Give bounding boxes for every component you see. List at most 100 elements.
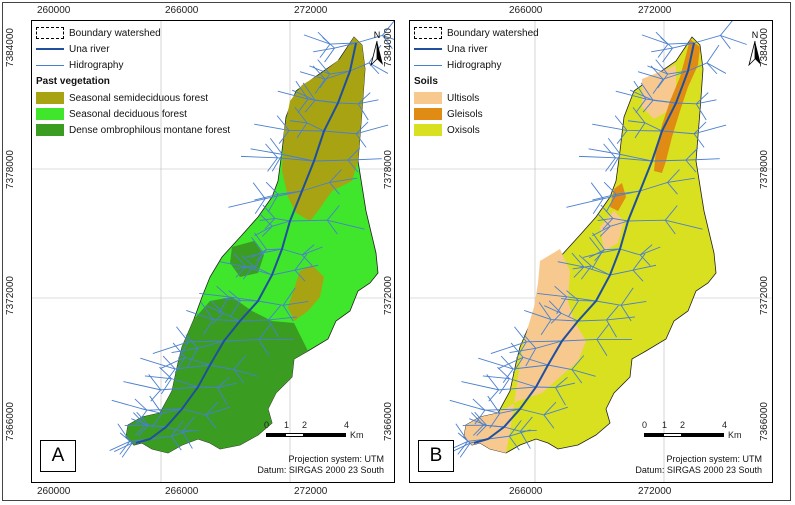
ultisols-zone (600, 211, 624, 251)
tributary-stream (159, 366, 172, 379)
legend-label: Gleisols (447, 108, 483, 120)
class-swatch (414, 124, 442, 136)
x-tick-top: 260000 (37, 5, 71, 16)
tributary-stream (592, 123, 663, 132)
tributary-stream (170, 420, 184, 437)
datum-text: Datum: SIRGAS 2000 23 South (257, 465, 384, 475)
tributary-stream (301, 244, 315, 256)
tributary-stream (254, 198, 266, 215)
tributary-stream (187, 348, 199, 367)
legend-row: Dense ombrophilous montane forest (36, 122, 230, 138)
tributary-stream (657, 43, 669, 58)
tributary-stream (347, 147, 361, 161)
projection-text: Projection system: UTM (288, 454, 384, 464)
legend-row: Boundary watershed (36, 25, 230, 41)
tributary-stream (590, 182, 604, 199)
tributary-stream (508, 420, 522, 437)
tributary-stream (217, 376, 230, 388)
tributary-stream (486, 374, 500, 391)
tributary-stream (693, 34, 747, 45)
tributary-stream (172, 342, 186, 358)
tributary-stream (592, 232, 605, 250)
tributary-stream (355, 121, 369, 135)
map-area: Boundary watershed Una river Hidrography… (31, 20, 395, 483)
tributary-stream (664, 205, 678, 221)
tributary-stream (595, 300, 647, 306)
tributary-stream (282, 305, 294, 322)
tributary-stream (500, 355, 514, 370)
tributary-stream (312, 65, 326, 80)
hydrography-network (109, 21, 394, 458)
river-swatch (414, 48, 442, 50)
tributary-stream (706, 62, 718, 75)
una-river (473, 42, 695, 444)
legend-row: Seasonal deciduous forest (36, 106, 230, 122)
tributary-stream (685, 147, 699, 161)
tributary-stream (476, 424, 487, 436)
tributary-stream (149, 395, 163, 414)
tributary-stream (535, 382, 576, 388)
tributary-stream (544, 305, 579, 322)
tributary-stream (619, 246, 661, 256)
tributary-stream (554, 285, 567, 298)
tributary-stream (258, 323, 272, 340)
x-tick-top: 272000 (638, 5, 672, 16)
tributary-stream (596, 323, 610, 340)
tributary-stream (119, 441, 131, 455)
y-tick-right: 7372000 (382, 276, 394, 315)
tributary-stream (170, 435, 182, 451)
tributary-stream (652, 78, 664, 94)
tributary-stream (461, 381, 537, 391)
tributary-stream (632, 253, 646, 271)
tributary-stream (322, 37, 335, 49)
tributary-stream (278, 130, 290, 144)
legend-label: Seasonal semideciduous forest (69, 92, 208, 104)
x-tick-top: 272000 (294, 5, 328, 16)
legend-label: Una river (447, 43, 488, 55)
scale-segment (682, 433, 724, 437)
y-tick-left: 7372000 (4, 276, 16, 315)
boundary-swatch (36, 27, 64, 39)
map-panel-a: 260000 266000 272000 260000 266000 27200… (5, 5, 395, 497)
tributary-stream (217, 387, 228, 406)
tributary-stream (603, 143, 616, 159)
tributary-stream (200, 302, 214, 320)
north-label: N (752, 30, 759, 40)
y-tick-right: 7372000 (758, 276, 770, 315)
tributary-stream (357, 92, 371, 105)
tributary-stream (304, 100, 316, 113)
legend-row: Seasonal semideciduous forest (36, 90, 230, 106)
ultisols-zone (464, 249, 586, 453)
legend-row: Hidrography (414, 57, 539, 73)
class-swatch (414, 92, 442, 104)
datum-text: Datum: SIRGAS 2000 23 South (635, 465, 762, 475)
tributary-stream (138, 424, 149, 436)
tributary-stream (268, 305, 281, 321)
x-tick-bottom: 266000 (509, 486, 543, 497)
tributary-stream (282, 287, 296, 306)
tributary-stream (162, 355, 176, 370)
tributary-stream (540, 319, 552, 336)
tributary-stream (516, 341, 527, 359)
tributary-stream (218, 296, 230, 315)
legend-label: Oxisols (447, 124, 480, 136)
tributary-stream (514, 326, 527, 343)
north-arrow-icon: N (748, 30, 761, 67)
tributary-stream (297, 98, 309, 113)
tributary-stream (251, 237, 264, 254)
tributary-stream (269, 137, 283, 155)
tributary-stream (459, 442, 471, 458)
scale-unit: Km (728, 430, 742, 440)
tributary-stream (230, 300, 241, 317)
tributary-stream (319, 43, 331, 58)
tributary-stream (580, 265, 592, 280)
tributary-stream (650, 65, 664, 80)
tributary-stream (319, 73, 331, 89)
tributary-stream (294, 269, 306, 282)
una-river (135, 42, 357, 444)
tributary-stream (502, 368, 514, 383)
scale-label: 4 (344, 420, 350, 430)
scale-label: 0 (264, 420, 270, 430)
hydro-swatch (414, 64, 442, 66)
tributary-stream (599, 225, 611, 237)
